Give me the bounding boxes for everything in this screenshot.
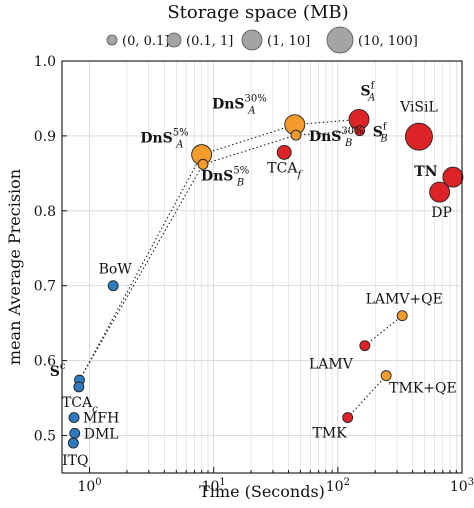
connection-line <box>202 134 297 165</box>
legend-label: (0.1, 1] <box>186 34 233 49</box>
x-tick-label: 103 <box>450 477 474 495</box>
point-label: Sf B <box>373 122 388 145</box>
grid <box>62 60 462 473</box>
point-label: LAMV+QE <box>366 292 443 308</box>
data-point <box>69 427 81 439</box>
connection-line <box>364 315 403 347</box>
legend-marker <box>241 29 263 51</box>
point-label: TMK+QE <box>389 381 457 397</box>
point-label: DML <box>84 426 119 442</box>
point-label: TCAc <box>62 395 98 415</box>
point-label: TN <box>414 164 437 180</box>
connection-line <box>79 164 204 381</box>
connection-line <box>201 124 295 156</box>
data-point <box>429 181 451 203</box>
point-label: ITQ <box>62 453 88 469</box>
connection-lines <box>79 118 403 418</box>
data-point <box>380 370 392 382</box>
legend-label: (0, 0.1] <box>122 34 169 49</box>
data-point <box>276 144 292 160</box>
plot-frame <box>61 60 463 474</box>
data-point <box>359 340 371 352</box>
point-label: BoW <box>99 262 133 278</box>
connection-line <box>79 154 203 381</box>
legend-marker <box>166 32 182 48</box>
data-point <box>68 412 80 424</box>
data-point <box>404 122 433 151</box>
data-point <box>342 412 354 424</box>
point-label: DnS30% B <box>309 126 364 149</box>
connection-line <box>347 375 387 418</box>
point-label: DnS5% B <box>201 165 249 188</box>
point-label: DnS30% A <box>212 94 267 117</box>
point-label: DnS5% A <box>140 128 188 151</box>
y-tick-label: 1.0 <box>34 54 56 70</box>
point-label: Sf A <box>361 80 376 103</box>
connection-line <box>295 130 360 136</box>
y-tick-label: 0.7 <box>34 279 56 295</box>
legend-marker <box>326 26 354 54</box>
y-axis-label: mean Average Precision <box>5 169 24 365</box>
y-tick-label: 0.8 <box>34 204 56 220</box>
y-tick-label: 0.5 <box>34 429 56 445</box>
x-axis-label: Time (Seconds) <box>199 482 325 501</box>
point-label: ViSiL <box>399 100 438 116</box>
data-point <box>442 166 464 188</box>
legend-marker <box>106 34 118 46</box>
connection-line <box>294 118 360 126</box>
data-point <box>73 381 85 393</box>
axis-ticks: 0.5 0.6 0.7 0.8 0.9 1.0 100 101 102 103 <box>34 54 474 495</box>
x-tick-label: 100 <box>77 477 101 495</box>
x-tick-label: 102 <box>326 477 350 495</box>
point-label: Sc <box>50 361 66 380</box>
point-label: TCAf <box>267 160 303 180</box>
data-point <box>197 158 209 170</box>
point-label: MFH <box>83 411 119 427</box>
legend-title: Storage space (MB) <box>167 2 348 23</box>
point-label: TMK <box>313 426 348 442</box>
data-point <box>107 280 119 292</box>
data-markers <box>67 108 464 449</box>
y-tick-label: 0.9 <box>34 129 56 145</box>
legend-label: (1, 10] <box>267 34 310 49</box>
y-tick-label: 0.6 <box>34 354 56 370</box>
legend-label: (10, 100] <box>358 34 418 49</box>
legend: (0, 0.1] (0.1, 1] (1, 10] (10, 100] <box>106 26 418 54</box>
data-point <box>67 437 79 449</box>
data-point <box>290 129 302 141</box>
point-label: LAMV <box>309 357 354 373</box>
data-point <box>354 125 366 137</box>
x-tick-label: 101 <box>202 477 226 495</box>
point-label: DP <box>431 205 452 221</box>
data-point <box>396 310 408 322</box>
